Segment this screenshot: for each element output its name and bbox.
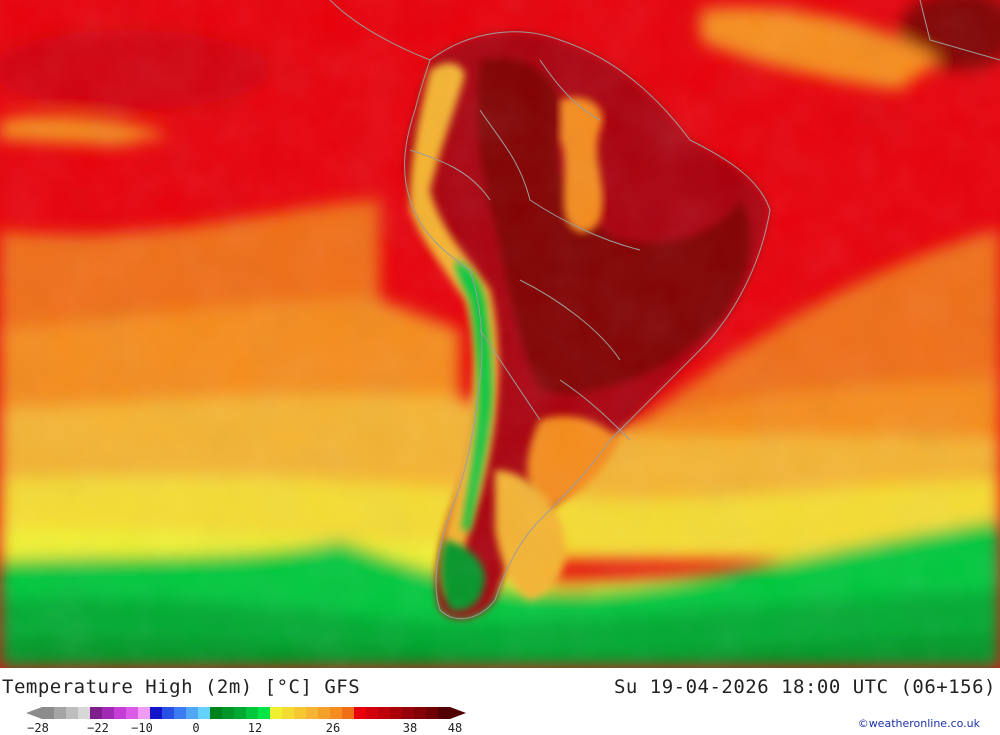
legend-swatch <box>414 707 427 719</box>
legend-swatch <box>354 707 367 719</box>
legend-swatch <box>402 707 415 719</box>
legend-swatch <box>366 707 379 719</box>
legend-swatch <box>282 707 295 719</box>
legend-swatch <box>426 707 439 719</box>
legend-swatch <box>42 707 55 719</box>
legend-swatch <box>306 707 319 719</box>
credit: ©weatheronline.co.uk <box>857 717 980 730</box>
legend-swatch <box>186 707 199 719</box>
legend-tick-label: 0 <box>192 721 200 735</box>
legend-swatch <box>114 707 127 719</box>
valid-time: Su 19-04-2026 18:00 UTC (06+156) <box>613 676 996 698</box>
legend-swatch <box>390 707 403 719</box>
legend-swatch <box>78 707 91 719</box>
legend-tick-label: −10 <box>131 721 153 735</box>
legend-swatch <box>330 707 343 719</box>
legend-swatch <box>102 707 115 719</box>
legend-tick-label: 26 <box>325 721 341 735</box>
legend-ticks: −28 −22 −10 0 12 26 38 48 <box>0 721 500 735</box>
legend-swatch <box>342 707 355 719</box>
legend-swatch <box>126 707 139 719</box>
legend-tick-label: 38 <box>402 721 418 735</box>
legend-arrow-low <box>26 707 42 719</box>
legend-swatch <box>246 707 259 719</box>
legend-tick-label: 48 <box>447 721 463 735</box>
legend-swatch <box>174 707 187 719</box>
legend-swatch <box>438 707 451 719</box>
map-title: Temperature High (2m) [°C] GFS <box>2 676 361 698</box>
legend-swatch <box>150 707 163 719</box>
legend-swatch <box>90 707 103 719</box>
color-legend <box>26 707 466 719</box>
legend-tick-label: −28 <box>27 721 49 735</box>
legend-swatch <box>378 707 391 719</box>
legend-swatch <box>162 707 175 719</box>
legend-swatch <box>66 707 79 719</box>
legend-swatch <box>54 707 67 719</box>
legend-swatch <box>294 707 307 719</box>
legend-arrow-high <box>450 707 466 719</box>
legend-swatch <box>234 707 247 719</box>
legend-swatch <box>222 707 235 719</box>
legend-swatch <box>138 707 151 719</box>
temperature-map <box>0 0 1000 668</box>
map-footer: Temperature High (2m) [°C] GFS Su 19-04-… <box>0 668 1000 735</box>
legend-tick-label: 12 <box>247 721 263 735</box>
legend-swatch <box>270 707 283 719</box>
legend-tick-label: −22 <box>87 721 109 735</box>
legend-swatch <box>210 707 223 719</box>
legend-swatch <box>198 707 211 719</box>
legend-swatch <box>318 707 331 719</box>
legend-swatch <box>258 707 271 719</box>
